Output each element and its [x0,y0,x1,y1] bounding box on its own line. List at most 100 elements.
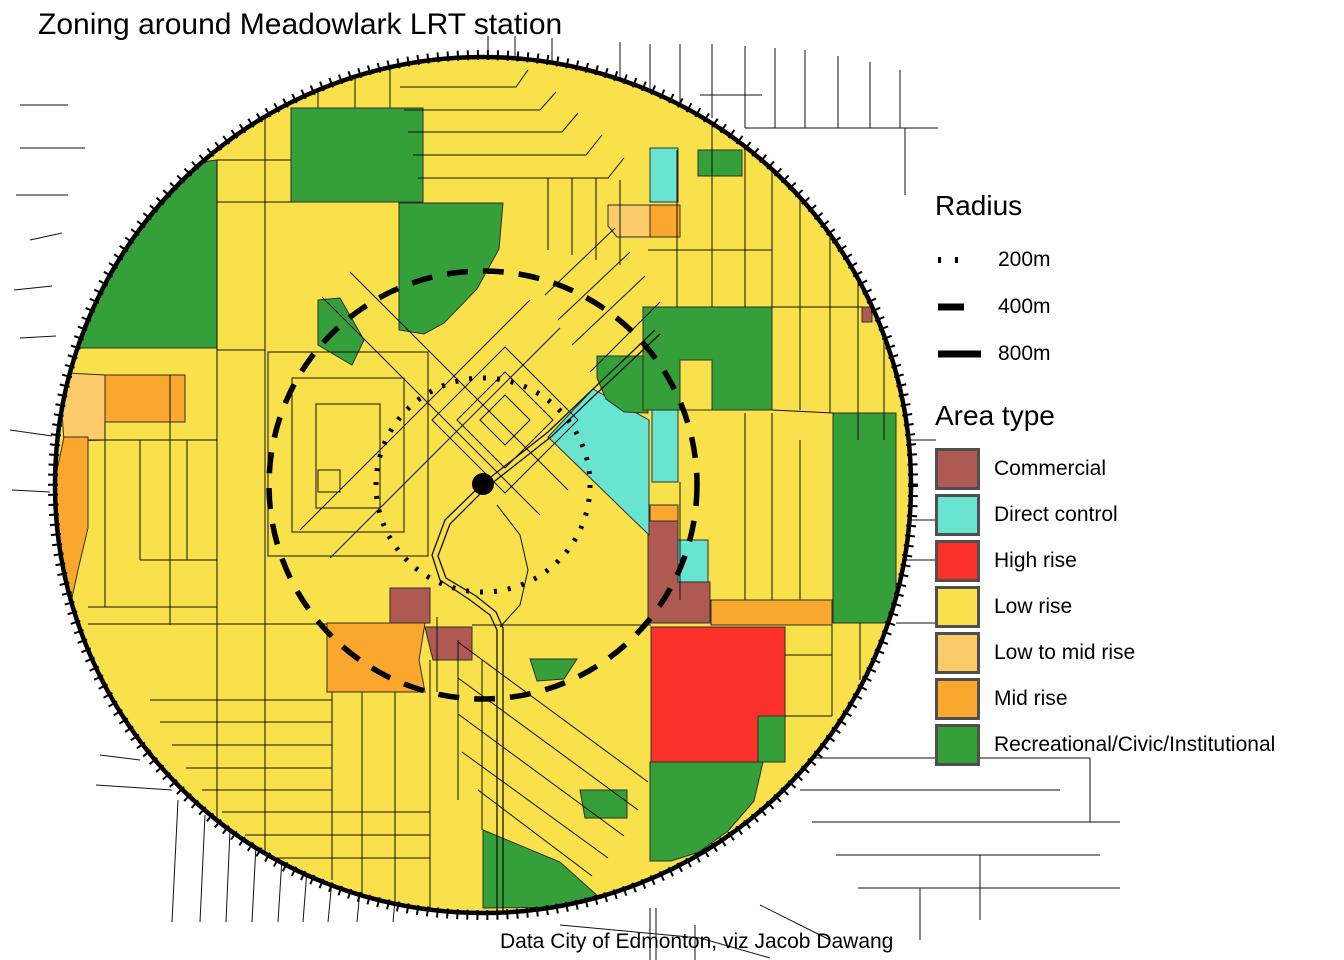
outside-street [559,924,771,959]
area-legend-label: High rise [994,549,1077,572]
street [413,134,603,156]
outside-street [277,857,283,923]
area-legend-item-low_rise: Low rise [935,584,1335,630]
outside-street [29,232,63,241]
area-legend-label: Direct control [994,503,1118,526]
street [408,112,579,133]
outside-street [95,784,173,791]
outside-street [9,429,53,437]
outside-street [302,869,308,923]
radius-legend-item-800m: 800m [935,330,1295,377]
street [457,641,649,783]
solid-line-icon [938,350,981,357]
street-loop [456,371,554,469]
region-direct-control-north-strip [649,147,679,203]
outside-street [759,904,831,941]
street [589,301,661,373]
region-park-north-rect [290,107,424,203]
commercial-swatch-icon [935,448,980,490]
street-loop [317,469,341,493]
inside-streets [88,59,885,911]
direct_control-swatch-icon [935,494,980,536]
plot-caption: Data City of Edmonton, viz Jacob Dawang [500,930,894,953]
outside-street [225,829,231,923]
region-park-triangle-south-1 [529,658,578,682]
radius-legend: Radius 200m 400m 800m [935,190,1295,377]
region-commercial-south-2 [424,626,473,661]
street [329,327,561,559]
street [349,271,569,491]
region-park-west-large [77,159,218,349]
area-legend-item-direct_control: Direct control [935,492,1335,538]
region-park-east-stripe [832,412,897,624]
outside-street [251,844,257,923]
street [321,296,541,516]
radius-legend-item-200m: 200m [935,236,1295,283]
region-park-center-wedge [398,202,504,335]
street-loop [291,377,405,533]
radius-400m-circle [266,268,700,702]
area-legend-label: Commercial [994,457,1107,480]
street [299,299,531,531]
zoning-regions [57,107,897,909]
outside-streets [9,36,1120,960]
outside-street [13,285,53,291]
area-legend-item-low_to_mid_rise: Low to mid rise [935,630,1335,676]
region-mid-rise-west-block [104,374,186,423]
area-legend-label: Mid rise [994,687,1068,710]
street [461,751,609,859]
outside-street [11,489,51,493]
area-legend-label: Recreational/Civic/Institutional [994,733,1276,756]
street [400,69,529,88]
area-legend-item-commercial: Commercial [935,446,1335,492]
region-park-notch-yellow [679,359,713,411]
high_rise-swatch-icon [935,540,980,582]
low_to_mid_rise-swatch-icon [935,632,980,674]
street [418,157,625,179]
dashed-line-icon [938,303,967,310]
region-mid-rise-south-block [326,622,426,693]
area-legend-item-mid_rise: Mid rise [935,676,1335,722]
recreational-swatch-icon [935,724,980,766]
radius-legend-label: 400m [998,294,1051,318]
outside-street [99,754,141,761]
area-type-legend: Area type Commercial Direct control High r… [935,400,1335,768]
area-legend-title: Area type [935,400,1055,431]
area-legend-item-recreational: Recreational/Civic/Institutional [935,722,1335,768]
mid_rise-swatch-icon [935,678,980,720]
street [771,409,834,414]
outside-street [19,335,57,339]
area-legend-label: Low to mid rise [994,641,1136,664]
region-low-to-mid-rise-northeast [607,204,651,238]
street [404,91,557,111]
plot-title: Zoning around Meadowlark LRT station [38,8,563,41]
region-park-in-highrise [757,715,786,763]
region-commercial-tiny-northeast [861,306,873,323]
region-mid-rise-east-small [649,504,679,522]
street [571,275,646,346]
radius-800m-circle [52,54,914,916]
street-loop [479,394,531,446]
street-loop [431,346,579,494]
radius-200m-circle [373,375,593,595]
radius-legend-label: 800m [998,341,1051,365]
outside-street [199,814,206,923]
area-legend-items: Commercial Direct control High rise Low ris… [935,446,1335,768]
outside-street [171,799,179,923]
dotted-line-icon [938,256,965,263]
region-park-north-small [697,149,743,177]
region-park-south-right [649,761,764,862]
region-mid-rise-northeast [649,204,681,238]
street [457,713,625,837]
radius-legend-label: 200m [998,247,1051,271]
low_rise-swatch-icon [935,586,980,628]
region-park-triangle-south-2 [579,789,628,819]
street [557,251,631,321]
lrt-track-line [431,329,656,911]
region-mid-rise-east-strip [710,599,833,626]
lrt-station-dot [472,473,494,495]
street [496,504,529,628]
radius-legend-items: 200m 400m 800m [935,236,1295,377]
